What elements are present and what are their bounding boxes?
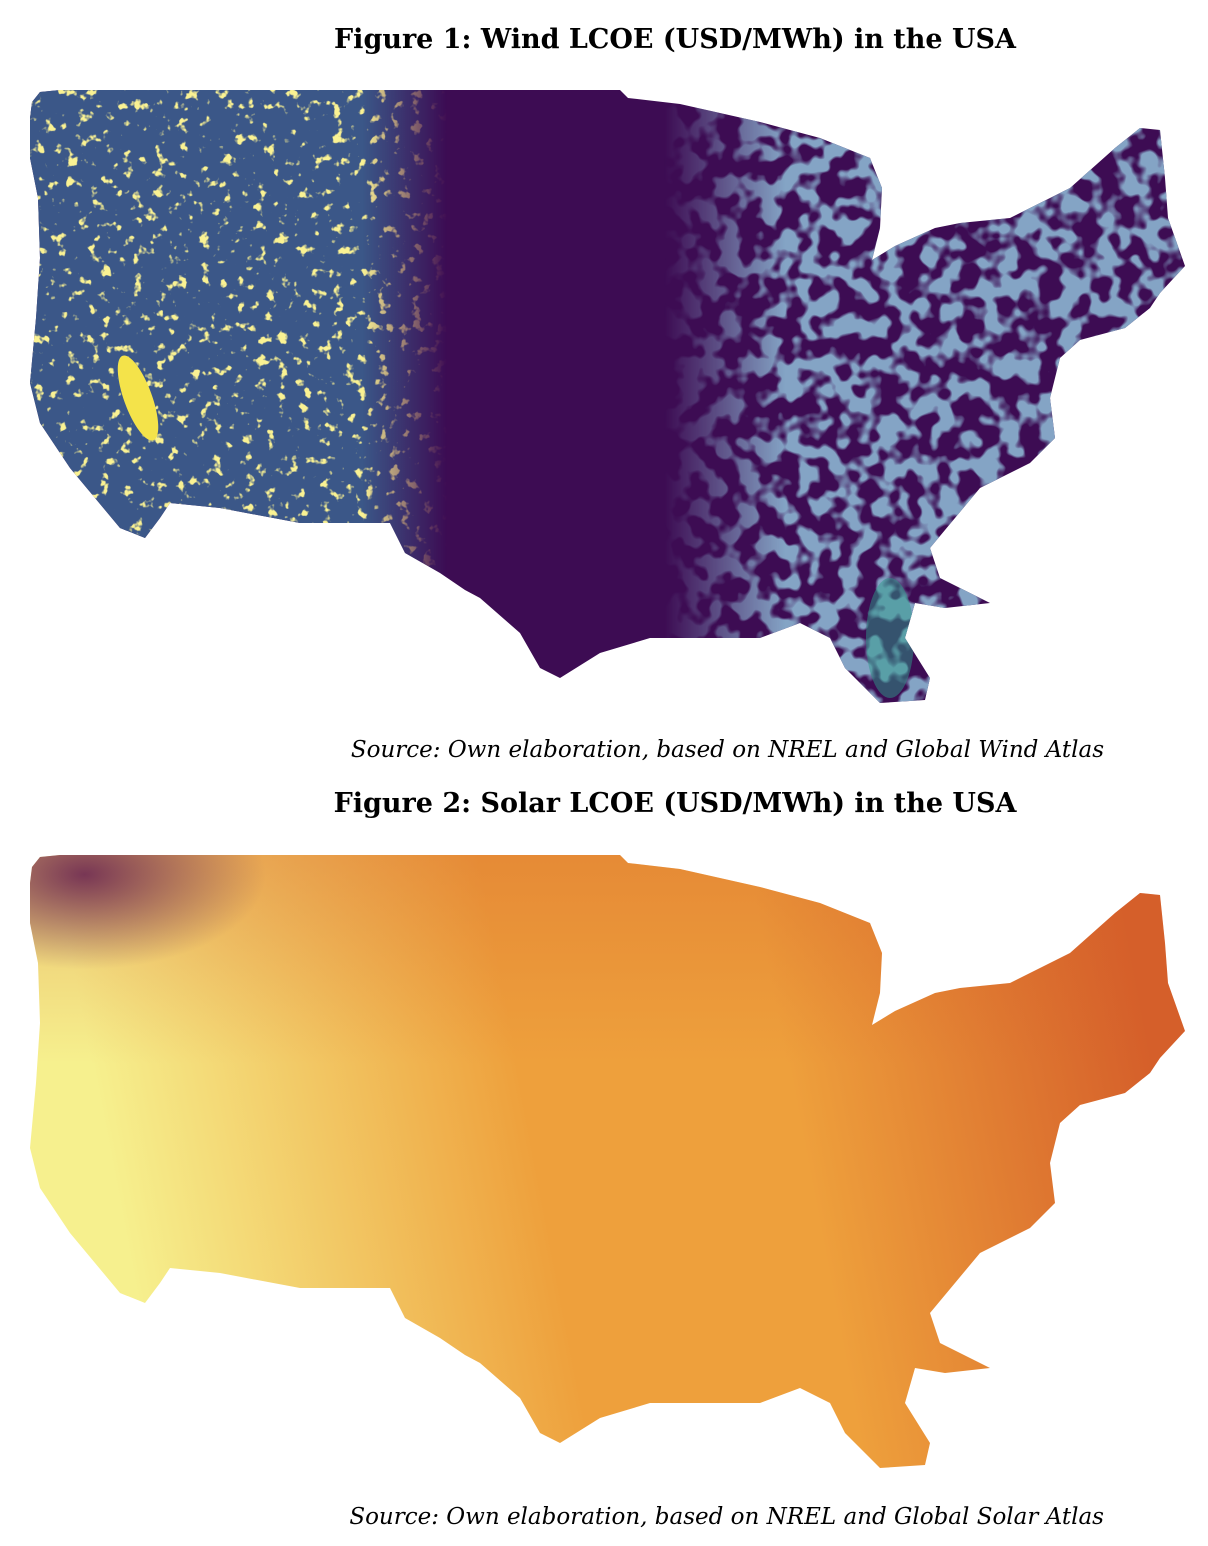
solar-northwest-shading [30,855,1185,1468]
figure-2-source: Source: Own elaboration, based on NREL a… [349,1504,1104,1530]
wind-high-california-valley [117,355,159,441]
wind-mid-noise-east [30,90,1185,703]
solar-lcoe-map [30,855,1185,1468]
figure-1-title: Figure 1: Wind LCOE (USD/MWh) in the USA [334,24,1016,55]
wind-teal-florida [866,578,914,698]
figure-2-title: Figure 2: Solar LCOE (USD/MWh) in the US… [333,788,1017,819]
wind-lcoe-map [30,90,1185,703]
figure-1-source: Source: Own elaboration, based on NREL a… [350,737,1104,763]
